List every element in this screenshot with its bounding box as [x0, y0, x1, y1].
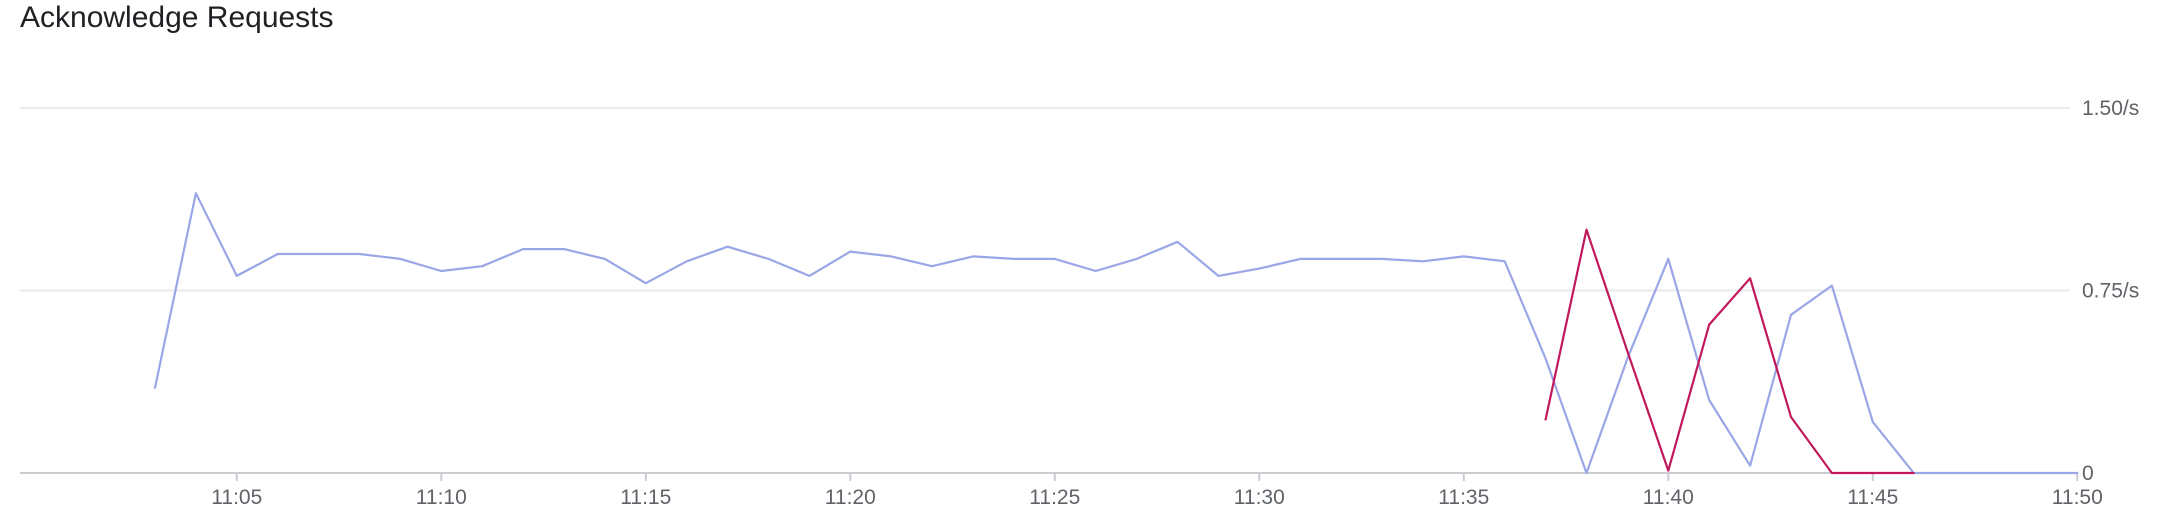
data-point-series-1 [1993, 470, 1999, 476]
data-point-series-1 [397, 256, 403, 262]
y-tick-label: 0.75/s [2082, 280, 2139, 303]
data-point-series-1 [725, 244, 731, 250]
data-point-series-1 [806, 273, 812, 279]
x-axis: 11:05 11:10 11:15 11:20 11:25 11:30 11:35 11:40… [211, 473, 2103, 509]
data-point-series-1 [1502, 258, 1508, 264]
data-point-series-1 [1215, 273, 1221, 279]
data-point-series-1 [888, 253, 894, 259]
data-point-series-1 [1052, 256, 1058, 262]
x-tick-label: 11:40 [1643, 486, 1694, 509]
data-point-series-1 [152, 385, 158, 391]
data-point-series-1 [1420, 258, 1426, 264]
x-tick-label: 11:25 [1029, 486, 1080, 509]
data-point-series-1 [1665, 256, 1671, 262]
data-point-series-1 [1256, 266, 1262, 272]
data-point-series-1 [2033, 470, 2039, 476]
data-point-series-1 [1175, 239, 1181, 245]
x-tick-label: 11:20 [825, 486, 876, 509]
y-axis: 0 0.75/s 1.50/s [2082, 97, 2139, 485]
data-point-series-2 [1829, 470, 1835, 476]
data-point-series-2 [1706, 322, 1712, 328]
data-point-series-1 [929, 263, 935, 269]
data-point-series-1 [1011, 256, 1017, 262]
y-tick-label: 1.50/s [2082, 97, 2139, 120]
data-point-series-1 [1379, 256, 1385, 262]
x-tick-label: 11:35 [1438, 486, 1489, 509]
x-tick-label: 11:45 [1847, 486, 1898, 509]
grid-layer [20, 107, 2070, 474]
data-point-series-1 [193, 190, 199, 196]
data-point-series-2 [1665, 468, 1671, 474]
data-point-series-1 [766, 256, 772, 262]
chart-title: Acknowledge Requests [20, 1, 334, 34]
data-point-series-1 [438, 268, 444, 274]
series-layer [152, 190, 2080, 476]
data-point-series-1 [684, 258, 690, 264]
data-point-series-1 [275, 251, 281, 257]
x-tick-label: 11:30 [1234, 486, 1285, 509]
data-point-series-1 [1543, 356, 1549, 362]
data-point-series-1 [602, 256, 608, 262]
data-point-series-2 [1543, 416, 1549, 422]
data-point-series-1 [1870, 419, 1876, 425]
data-point-series-1 [1747, 463, 1753, 469]
data-point-series-2 [1747, 275, 1753, 281]
data-point-series-1 [561, 246, 567, 252]
data-point-series-1 [1584, 470, 1590, 476]
data-point-series-1 [1093, 268, 1099, 274]
data-point-series-1 [520, 246, 526, 252]
data-point-series-1 [1461, 253, 1467, 259]
y-tick-label: 0 [2082, 462, 2094, 485]
data-point-series-1 [2074, 470, 2080, 476]
data-point-series-2 [1788, 414, 1794, 420]
data-point-series-2 [1624, 348, 1630, 354]
data-point-series-1 [1134, 256, 1140, 262]
data-point-series-1 [1338, 256, 1344, 262]
x-tick-label: 11:05 [211, 486, 262, 509]
x-tick-label: 11:50 [2052, 486, 2103, 509]
data-point-series-1 [479, 263, 485, 269]
data-point-series-1 [643, 280, 649, 286]
series-line-2 [1544, 228, 1915, 475]
data-point-series-2 [1584, 227, 1590, 233]
data-point-series-2 [1911, 470, 1917, 476]
data-point-series-1 [847, 249, 853, 255]
data-point-series-1 [1297, 256, 1303, 262]
data-point-series-1 [970, 253, 976, 259]
data-point-series-1 [1788, 312, 1794, 318]
x-tick-label: 11:10 [416, 486, 467, 509]
series-line-1 [153, 192, 2079, 475]
data-point-series-1 [1952, 470, 1958, 476]
data-point-series-1 [1829, 283, 1835, 289]
x-tick-label: 11:15 [620, 486, 671, 509]
data-point-series-2 [1870, 470, 1876, 476]
data-point-series-1 [1706, 397, 1712, 403]
data-point-series-1 [234, 273, 240, 279]
data-point-series-1 [316, 251, 322, 257]
data-point-series-1 [357, 251, 363, 257]
